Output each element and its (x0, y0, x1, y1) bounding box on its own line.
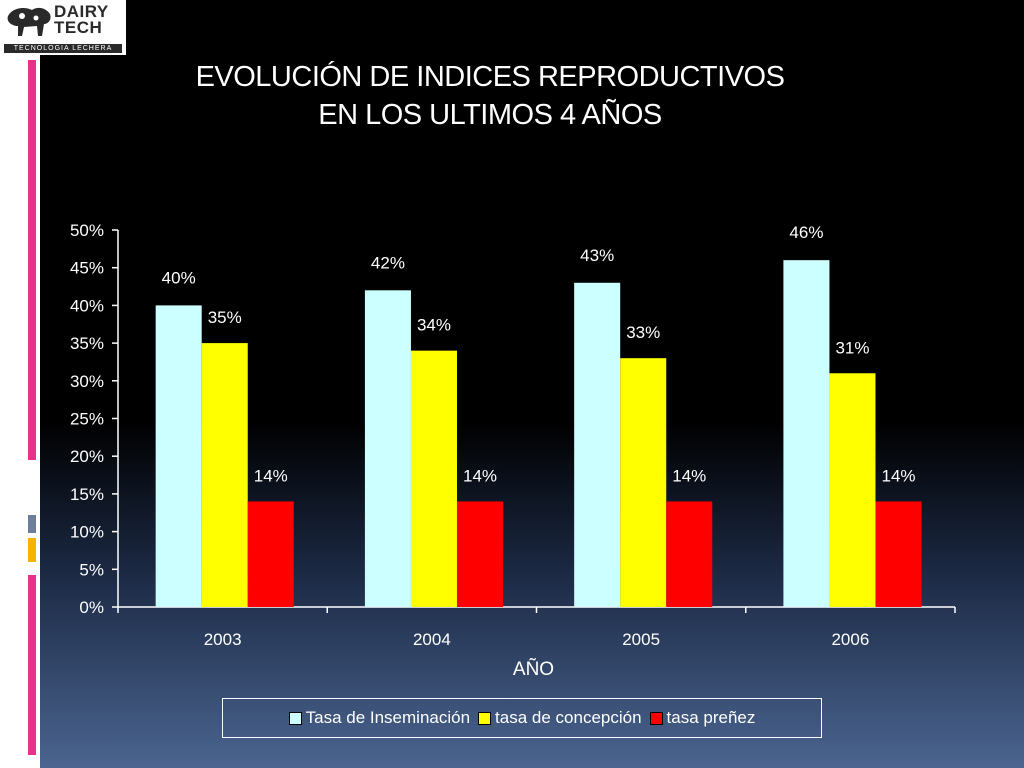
legend-swatch (478, 711, 492, 725)
data-label: 46% (789, 223, 823, 242)
data-label: 43% (580, 246, 614, 265)
x-tick-label: 2005 (622, 630, 660, 649)
y-tick-label: 0% (79, 598, 104, 617)
chart-legend: Tasa de Inseminación tasa de concepción ta… (222, 698, 822, 738)
left-decorative-strip (0, 0, 40, 768)
y-tick-label: 45% (70, 259, 104, 278)
logo-tagline: TECNOLOGIA LECHERA (4, 44, 122, 53)
y-tick-label: 20% (70, 447, 104, 466)
bar (666, 501, 713, 607)
y-tick-label: 10% (70, 523, 104, 542)
strip-accent-pink (28, 60, 36, 460)
bar (456, 501, 504, 607)
y-tick-label: 35% (70, 334, 104, 353)
bar (410, 350, 457, 607)
data-label: 34% (417, 316, 451, 335)
bar (155, 305, 202, 607)
strip-accent-pink-lower (28, 575, 36, 755)
y-tick-label: 25% (70, 410, 104, 429)
legend-label: tasa preñez (666, 708, 756, 727)
legend-entry: Tasa de Inseminación (288, 708, 471, 728)
bar (574, 282, 621, 607)
y-tick-label: 30% (70, 372, 104, 391)
strip-accent-slate (28, 515, 36, 533)
data-label: 35% (208, 308, 242, 327)
cow-silhouette-icon (7, 7, 51, 36)
bar (364, 290, 411, 607)
bar (201, 343, 248, 607)
y-tick-label: 50% (70, 221, 104, 240)
x-tick-label: 2004 (413, 630, 451, 649)
data-label: 14% (881, 466, 915, 485)
bar (875, 501, 922, 607)
data-label: 14% (463, 466, 497, 485)
y-tick-label: 5% (79, 560, 104, 579)
legend-swatch (288, 711, 302, 725)
logo-wordmark: DAIRY TECH (54, 2, 109, 37)
x-tick-label: 2003 (204, 630, 242, 649)
logo-line-2: TECH (54, 18, 103, 37)
bar (620, 358, 667, 607)
bar (247, 501, 294, 607)
chart-title-line-1: EVOLUCIÓN DE INDICES REPRODUCTIVOS (195, 61, 785, 93)
legend-label: Tasa de Inseminación (305, 708, 471, 727)
legend-entry: tasa preñez (649, 708, 756, 728)
y-tick-label: 15% (70, 485, 104, 504)
data-label: 14% (254, 466, 288, 485)
legend-label: tasa de concepción (495, 708, 642, 727)
legend-swatch (649, 711, 663, 725)
data-label: 42% (371, 253, 405, 272)
chart-title-line-2: EN LOS ULTIMOS 4 AÑOS (318, 99, 662, 131)
dairy-tech-logo: DAIRY TECH TECNOLOGIA LECHERA (0, 0, 126, 55)
data-label: 14% (672, 466, 706, 485)
logo-line-1: DAIRY (54, 2, 109, 21)
data-label: 31% (835, 338, 869, 357)
x-axis-title: AÑO (513, 658, 554, 680)
data-label: 33% (626, 323, 660, 342)
data-label: 40% (162, 268, 196, 287)
chart-title: EVOLUCIÓN DE INDICES REPRODUCTIVOS EN LO… (100, 58, 880, 134)
x-tick-label: 2006 (831, 630, 869, 649)
strip-accent-gold (28, 538, 36, 562)
legend-entry: tasa de concepción (478, 708, 642, 728)
y-tick-label: 40% (70, 296, 104, 315)
bar (783, 260, 830, 607)
bar (829, 373, 876, 607)
